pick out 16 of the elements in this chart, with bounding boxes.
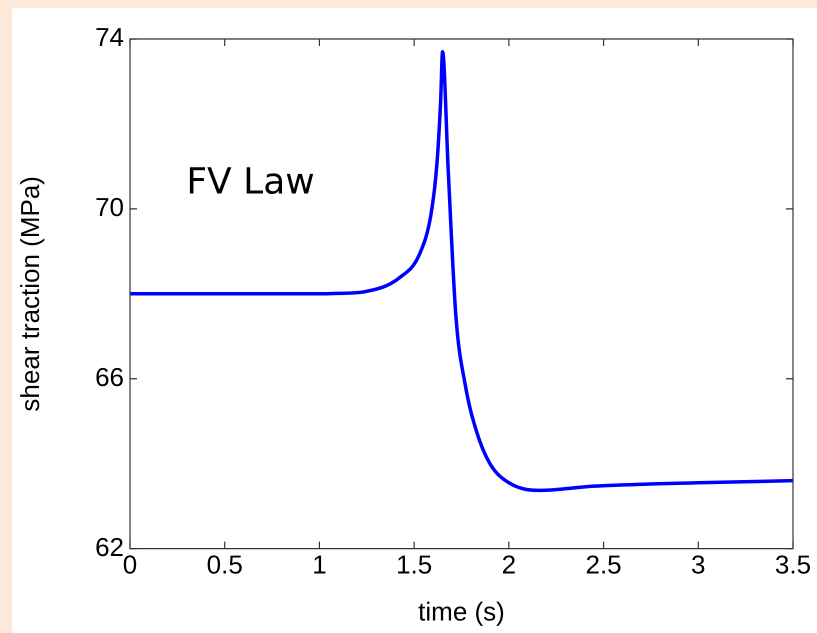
x-tick-label: 0.5 [206,549,243,580]
y-tick-label: 62 [95,532,124,562]
y-tick-label: 74 [95,22,124,52]
x-tick-label: 1 [312,549,327,580]
x-tick-label: 3 [691,549,706,580]
x-tick-label: 3.5 [774,549,812,580]
x-tick-label: 2 [502,549,516,580]
y-axis-title: shear traction (MPa) [14,176,45,412]
x-axis-title: time (s) [418,596,505,627]
line-series [130,50,793,492]
x-tick-label: 0 [122,549,138,580]
x-tick-label: 2.5 [585,549,622,580]
annotation: FV Law [186,162,315,203]
y-tick-label: 66 [95,362,124,392]
y-tick-label: 70 [95,192,124,222]
x-tick-label: 1.5 [396,549,432,580]
